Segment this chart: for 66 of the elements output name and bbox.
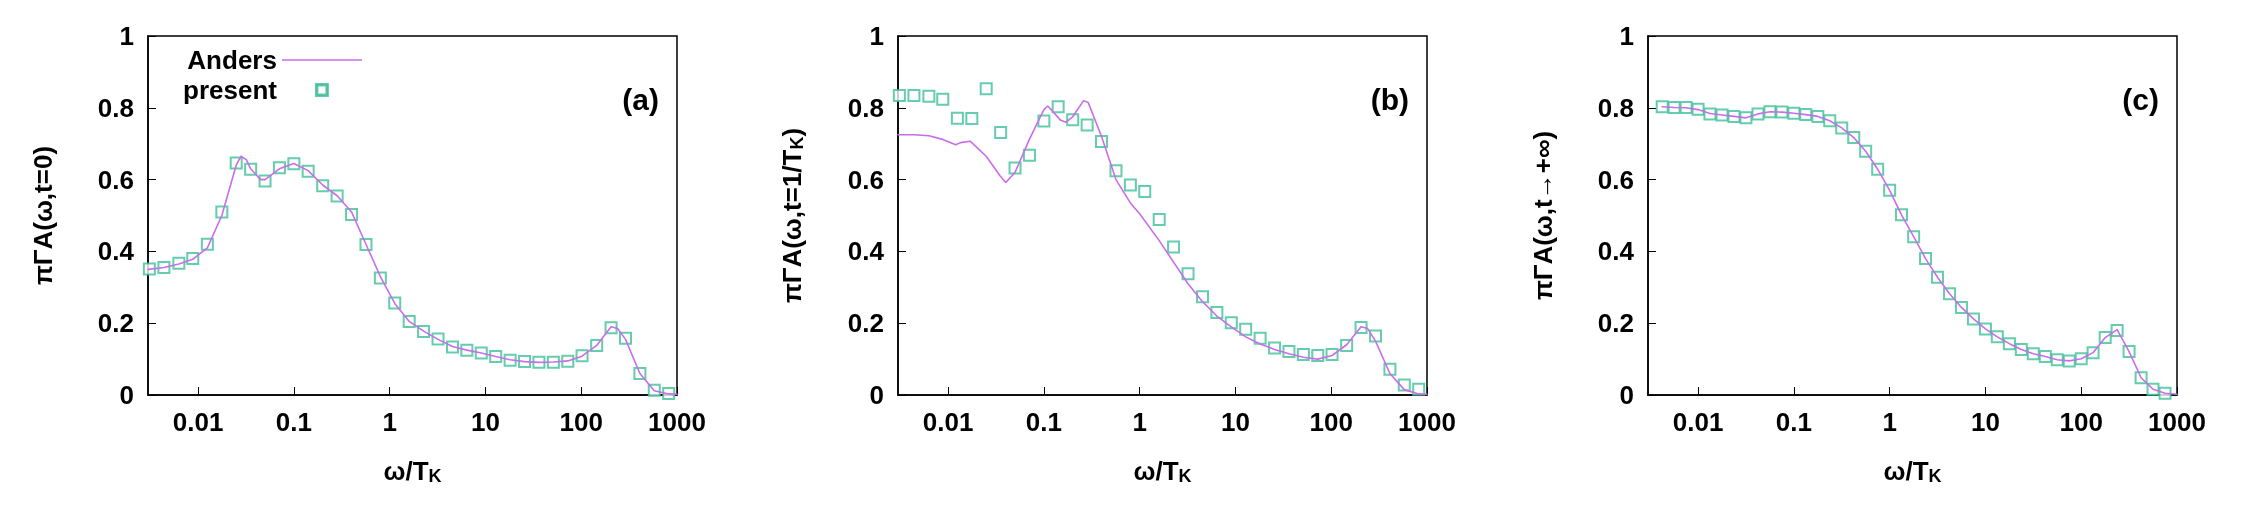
annotation: (a) [622, 82, 660, 116]
annotation: (c) [2122, 82, 2160, 116]
x-axis-title: ω/TK [383, 456, 442, 486]
y-tick-label: 0.2 [847, 308, 884, 339]
x-axis-title: ω/TK [1133, 456, 1192, 486]
x-tick-label: 0.1 [1775, 407, 1812, 437]
x-tick-label: 0.1 [1025, 407, 1062, 437]
point [907, 89, 921, 103]
y-tick-label: 0.2 [1597, 308, 1634, 339]
x-tick-label: 0.01 [922, 407, 974, 437]
y-tick-label: 1 [869, 21, 884, 51]
x-tick-label: 1 [382, 407, 397, 437]
point [994, 126, 1008, 140]
y-tick-label: 0.6 [1597, 164, 1634, 195]
point [892, 89, 906, 103]
y-tick-label: 0 [869, 380, 884, 410]
point [950, 111, 964, 125]
point [1253, 331, 1267, 345]
point [922, 89, 936, 103]
point [1051, 100, 1065, 114]
point [1022, 148, 1036, 162]
point [979, 82, 993, 96]
y-tick-label: 1 [1619, 21, 1634, 51]
point [1123, 178, 1137, 192]
x-tick-label: 0.01 [172, 407, 224, 437]
y-tick-label: 0.8 [847, 92, 884, 123]
point [936, 92, 950, 106]
point [1239, 322, 1253, 336]
point [965, 112, 979, 126]
y-tick-label: 1 [119, 21, 134, 51]
x-tick-label: 10 [470, 407, 500, 437]
point [1181, 267, 1195, 281]
y-tick-label: 0.2 [97, 308, 134, 339]
x-tick-label: 10 [1970, 407, 2000, 437]
x-tick-label: 0.1 [275, 407, 312, 437]
point [1080, 118, 1094, 132]
x-tick-label: 100 [1309, 407, 1353, 437]
y-tick-label: 0.4 [847, 236, 885, 267]
y-axis-title: πΓA(ω,t→+∞) [1528, 130, 1558, 301]
x-tick-label: 100 [559, 407, 603, 437]
y-tick-label: 0.4 [97, 236, 135, 267]
x-tick-label: 0.01 [1672, 407, 1724, 437]
y-tick-label: 0.6 [847, 164, 884, 195]
y-tick-label: 0.8 [97, 92, 134, 123]
point [1152, 212, 1166, 226]
y-axis-title: πΓA(ω,t=0) [28, 145, 58, 286]
point [1167, 240, 1181, 254]
x-tick-label: 1000 [1398, 407, 1456, 437]
x-tick-label: 1000 [2148, 407, 2206, 437]
x-tick-label: 1 [1132, 407, 1147, 437]
x-tick-label: 1 [1882, 407, 1897, 437]
legend-label: Anders [187, 45, 277, 75]
point [1138, 184, 1152, 198]
annotation: (b) [1370, 82, 1410, 116]
y-axis-title: πΓA(ω,t=1/TK) [777, 127, 807, 304]
x-tick-label: 100 [2059, 407, 2103, 437]
y-tick-label: 0 [1619, 380, 1634, 410]
y-tick-label: 0.4 [1597, 236, 1635, 267]
x-tick-label: 1000 [648, 407, 706, 437]
point [1037, 114, 1051, 128]
y-tick-label: 0.8 [1597, 92, 1634, 123]
x-tick-label: 10 [1220, 407, 1250, 437]
y-tick-label: 0 [119, 380, 134, 410]
x-axis-title: ω/TK [1883, 456, 1942, 486]
y-tick-label: 0.6 [97, 164, 134, 195]
legend-label: present [183, 75, 278, 105]
